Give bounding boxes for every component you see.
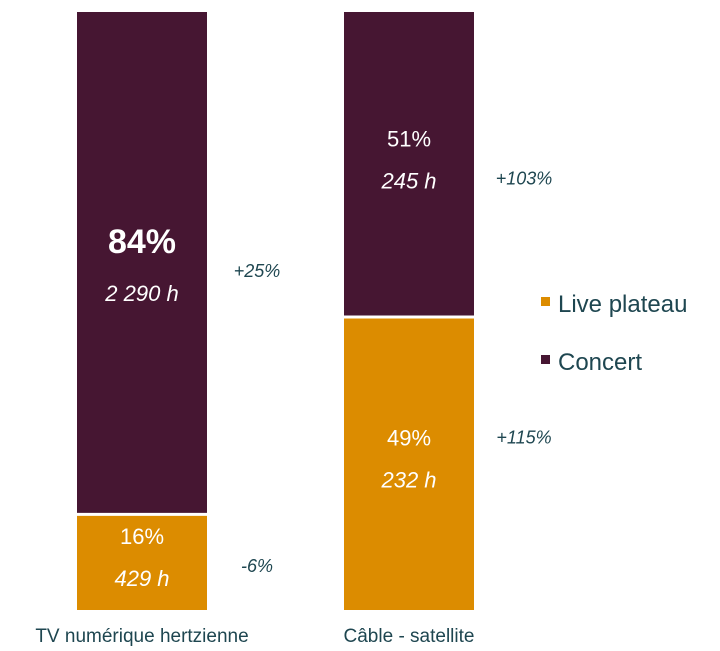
bar-live-plateau-1 — [77, 514, 207, 610]
bars-layer — [77, 12, 474, 610]
category-label-2: Câble - satellite — [344, 626, 475, 647]
bar-concert-2 — [344, 12, 474, 317]
change-label-concert-1: +25% — [234, 261, 281, 281]
hours-label-concert-2: 245 h — [380, 168, 436, 193]
legend-label-concert: Concert — [558, 349, 642, 376]
legend-swatch-live-plateau — [541, 297, 550, 306]
legend: Live plateau Concert — [541, 291, 687, 376]
category-label-1: TV numérique hertzienne — [35, 626, 248, 647]
legend-swatch-concert — [541, 355, 550, 364]
change-label-live-plateau-2: +115% — [496, 427, 551, 447]
hours-label-live-plateau-1: 429 h — [114, 566, 169, 591]
pct-label-concert-1: 84% — [108, 223, 176, 261]
legend-label-live-plateau: Live plateau — [558, 291, 687, 318]
change-label-live-plateau-1: -6% — [241, 556, 273, 576]
labels-layer: 16% 429 h -6% 84% 2 290 h +25% TV numérique he… — [35, 126, 552, 647]
change-label-concert-2: +103% — [496, 168, 553, 188]
bar-concert-1 — [77, 12, 207, 515]
pct-label-live-plateau-1: 16% — [120, 524, 164, 549]
hours-label-live-plateau-2: 232 h — [380, 467, 436, 492]
pct-label-concert-2: 51% — [387, 126, 431, 151]
pct-label-live-plateau-2: 49% — [387, 425, 431, 450]
hours-label-concert-1: 2 290 h — [104, 281, 178, 306]
bar-live-plateau-2 — [344, 316, 474, 610]
